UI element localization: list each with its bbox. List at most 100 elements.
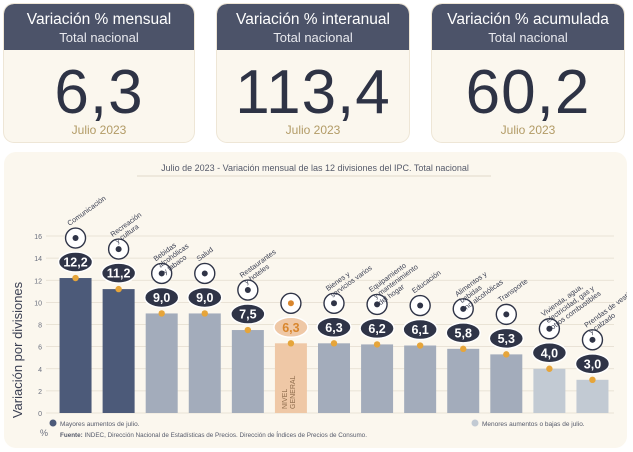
card-title: Variación % mensual bbox=[26, 11, 172, 28]
bar-6 bbox=[274, 343, 307, 413]
value-label: 5,3 bbox=[498, 332, 515, 346]
medical-cross-icon bbox=[194, 262, 216, 285]
bar-top-dot bbox=[72, 274, 79, 282]
briefcase-icon-glyph bbox=[374, 301, 381, 308]
bar-top-dot bbox=[503, 351, 510, 358]
card-title: Variación % acumulada bbox=[447, 11, 609, 28]
value-badge bbox=[402, 318, 438, 341]
value-badge bbox=[143, 286, 180, 309]
bar-top-dot bbox=[416, 342, 424, 349]
card-acumulada: Variación % acumulada Total nacional 60,… bbox=[432, 4, 624, 142]
dress-icon bbox=[581, 329, 604, 351]
card-header: Variación % acumulada Total nacional bbox=[432, 4, 624, 50]
card-value: 60,2 bbox=[465, 58, 591, 127]
bar-7 bbox=[318, 343, 350, 413]
bar-10 bbox=[447, 348, 480, 413]
value-label: 9,0 bbox=[153, 291, 170, 305]
value-label: 11,2 bbox=[107, 267, 131, 281]
legend-label-low: Menores aumentos o bajas de julio. bbox=[482, 421, 585, 428]
card-interanual: Variación % interanual Total nacional 11… bbox=[217, 4, 409, 142]
y-tick-label: 4 bbox=[38, 367, 42, 374]
value-badge bbox=[187, 286, 223, 309]
card-title: Variación % interanual bbox=[236, 11, 390, 28]
fruit-basket-icon bbox=[452, 298, 474, 320]
y-unit-label: % bbox=[40, 428, 48, 438]
sparkle-icon-glyph bbox=[115, 246, 122, 253]
card-date: Julio 2023 bbox=[285, 123, 341, 137]
value-label: 4,0 bbox=[541, 346, 558, 360]
legend-swatch-high bbox=[49, 419, 57, 427]
cutlery-icon bbox=[237, 279, 259, 301]
value-label: 7,5 bbox=[239, 308, 256, 322]
briefcase-icon bbox=[366, 293, 388, 316]
chart-title-text: - Variación mensual de las 12 divisiones… bbox=[215, 163, 469, 173]
category-label: Recreacióny cultura bbox=[109, 210, 148, 245]
category-label: Comunicación bbox=[65, 194, 107, 228]
scissors-icon-glyph bbox=[331, 300, 337, 307]
legend-swatch-low bbox=[471, 419, 479, 427]
source-note: Fuente: INDEC, Dirección Nacional de Est… bbox=[60, 430, 367, 439]
value-label: 12,2 bbox=[63, 256, 87, 270]
card-date: Julio 2023 bbox=[500, 123, 556, 137]
card-subtitle: Total nacional bbox=[59, 30, 139, 45]
bar-top-dot bbox=[115, 285, 122, 293]
category-label-line: Comunicación bbox=[65, 194, 107, 228]
category-label: Salud bbox=[195, 245, 215, 263]
sparkle-icon bbox=[107, 238, 130, 260]
bar-top-dot bbox=[201, 310, 208, 317]
bar-top-dot bbox=[460, 345, 467, 353]
y-axis-label: Variación por divisiones bbox=[10, 281, 25, 418]
card-date: Julio 2023 bbox=[71, 123, 127, 137]
chart-title: Julio de 2023 - Variación mensual de las… bbox=[161, 163, 469, 173]
bar-11 bbox=[490, 354, 523, 413]
bar-2 bbox=[102, 289, 135, 413]
bar-top-dot bbox=[158, 310, 165, 317]
value-badge bbox=[531, 342, 568, 364]
value-label: 6,2 bbox=[368, 322, 385, 336]
bottle-icon bbox=[150, 262, 173, 285]
bar-8 bbox=[361, 344, 394, 413]
bar-13 bbox=[576, 379, 609, 413]
value-badge bbox=[445, 322, 481, 344]
value-badge bbox=[488, 327, 525, 350]
card-mensual: Variación % mensual Total nacional 6,3 J… bbox=[4, 4, 194, 142]
y-tick-label: 16 bbox=[34, 234, 42, 241]
y-tick-label: 10 bbox=[34, 300, 42, 307]
value-label: 6,3 bbox=[282, 321, 299, 335]
basket-icon-glyph bbox=[287, 300, 294, 307]
bus-icon bbox=[495, 303, 518, 326]
cutlery-icon-glyph bbox=[244, 287, 251, 294]
general-bar-label: NIVELGENERAL bbox=[282, 375, 297, 409]
bus-icon-glyph bbox=[503, 311, 510, 318]
card-subtitle: Total nacional bbox=[488, 30, 568, 45]
legend-label-high: Mayores aumentos de julio. bbox=[60, 421, 140, 428]
value-label: 5,8 bbox=[455, 326, 472, 340]
bar-4 bbox=[188, 313, 221, 413]
book-icon-glyph bbox=[417, 302, 424, 309]
value-badge bbox=[230, 303, 266, 325]
card-header: Variación % mensual Total nacional bbox=[4, 4, 194, 50]
value-badge bbox=[57, 251, 94, 273]
bottle-icon-glyph bbox=[158, 270, 165, 277]
value-label: 3,0 bbox=[584, 357, 601, 371]
category-label: Bienes yservicios varios bbox=[324, 257, 374, 300]
source-label: Fuente: bbox=[60, 432, 83, 439]
chart-panel: Julio de 2023 - Variación mensual de las… bbox=[4, 152, 627, 448]
medical-cross-icon-glyph bbox=[201, 270, 208, 277]
lightbulb-icon-glyph bbox=[546, 325, 553, 332]
dress-icon-glyph bbox=[589, 336, 596, 343]
value-label: 6,3 bbox=[325, 321, 342, 335]
value-badge bbox=[316, 316, 352, 339]
bar-top-dot bbox=[244, 326, 252, 334]
y-tick-label: 2 bbox=[38, 389, 42, 396]
general-bar-label-line: GENERAL bbox=[290, 375, 297, 409]
source-text: INDEC, Dirección Nacional de Estadística… bbox=[83, 430, 367, 439]
card-value: 113,4 bbox=[235, 58, 391, 127]
y-tick-label: 12 bbox=[34, 278, 42, 285]
basket-icon bbox=[280, 292, 302, 315]
bar-top-dot bbox=[589, 376, 596, 384]
category-label-line: Salud bbox=[195, 245, 215, 263]
y-tick-label: 0 bbox=[38, 411, 42, 418]
bar-5 bbox=[231, 330, 264, 413]
bar-top-dot bbox=[287, 340, 295, 347]
